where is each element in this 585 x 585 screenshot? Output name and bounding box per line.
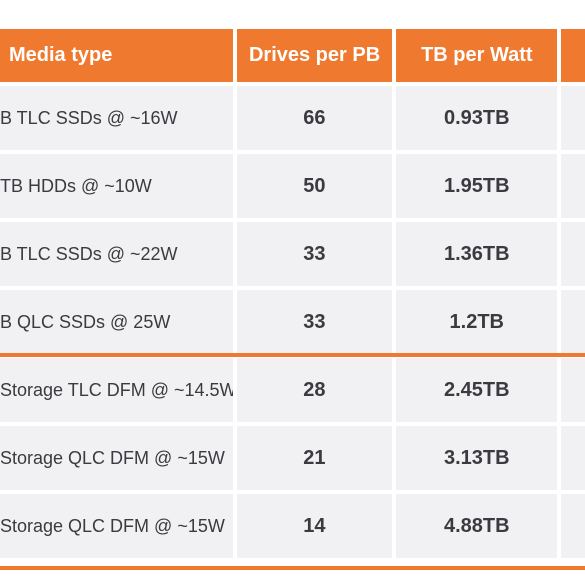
header-next-column xyxy=(561,29,585,82)
header-media-type: Media type xyxy=(0,29,233,82)
drives-per-pb-cell: 21 xyxy=(236,426,393,490)
next-column-cell xyxy=(561,154,585,218)
next-column-cell xyxy=(561,86,585,150)
table-row: B TLC SSDs @ ~22W 33 1.36TB xyxy=(0,222,585,286)
media-type-cell: TB HDDs @ ~10W xyxy=(0,154,233,218)
tb-per-watt-cell: 3.13TB xyxy=(396,426,558,490)
header-drives-per-pb: Drives per PB xyxy=(236,29,393,82)
drives-per-pb-cell: 33 xyxy=(236,222,393,286)
drives-per-pb-cell: 33 xyxy=(236,290,393,354)
next-column-cell xyxy=(561,290,585,354)
tb-per-watt-cell: 1.36TB xyxy=(396,222,558,286)
section-divider xyxy=(0,353,585,357)
media-type-cell: B TLC SSDs @ ~22W xyxy=(0,222,233,286)
media-type-cell: Storage QLC DFM @ ~15W xyxy=(0,494,233,558)
next-column-cell xyxy=(561,494,585,558)
drives-per-pb-cell: 28 xyxy=(236,358,393,422)
table-header-row: Media type Drives per PB TB per Watt xyxy=(0,29,585,82)
drives-per-pb-cell: 66 xyxy=(236,86,393,150)
next-column-cell xyxy=(561,358,585,422)
table-row: B QLC SSDs @ 25W 33 1.2TB xyxy=(0,290,585,354)
media-type-cell: B QLC SSDs @ 25W xyxy=(0,290,233,354)
table-row: B TLC SSDs @ ~16W 66 0.93TB xyxy=(0,86,585,150)
tb-per-watt-cell: 2.45TB xyxy=(396,358,558,422)
tb-per-watt-cell: 0.93TB xyxy=(396,86,558,150)
drives-per-pb-cell: 14 xyxy=(236,494,393,558)
media-type-cell: Storage QLC DFM @ ~15W xyxy=(0,426,233,490)
next-column-cell xyxy=(561,222,585,286)
tb-per-watt-cell: 4.88TB xyxy=(396,494,558,558)
next-column-cell xyxy=(561,426,585,490)
media-type-cell: Storage TLC DFM @ ~14.5W xyxy=(0,358,233,422)
table-row: Storage TLC DFM @ ~14.5W 28 2.45TB xyxy=(0,358,585,422)
tb-per-watt-cell: 1.95TB xyxy=(396,154,558,218)
media-type-cell: B TLC SSDs @ ~16W xyxy=(0,86,233,150)
table-row: TB HDDs @ ~10W 50 1.95TB xyxy=(0,154,585,218)
table-row: Storage QLC DFM @ ~15W 21 3.13TB xyxy=(0,426,585,490)
tb-per-watt-cell: 1.2TB xyxy=(396,290,558,354)
header-tb-per-watt: TB per Watt xyxy=(396,29,558,82)
comparison-table: Media type Drives per PB TB per Watt B T… xyxy=(0,29,585,562)
table-bottom-border xyxy=(0,566,585,570)
drives-per-pb-cell: 50 xyxy=(236,154,393,218)
table-row: Storage QLC DFM @ ~15W 14 4.88TB xyxy=(0,494,585,558)
